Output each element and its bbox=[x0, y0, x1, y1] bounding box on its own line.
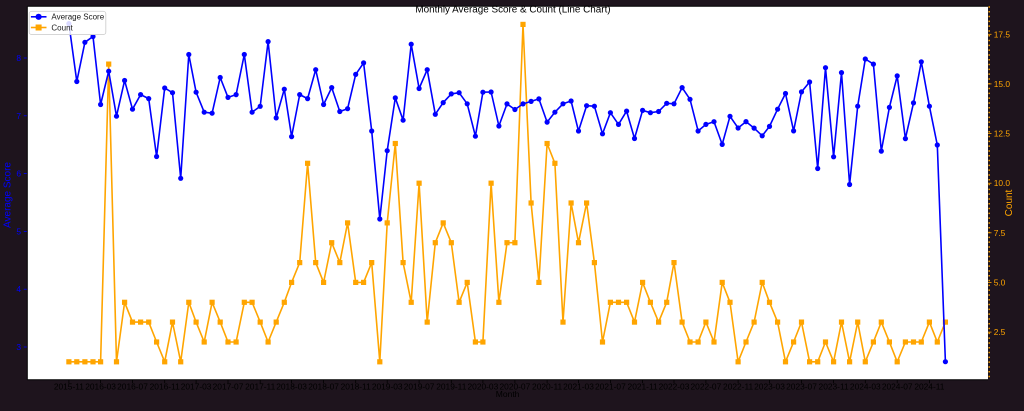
svg-text:2018-03: 2018-03 bbox=[276, 382, 307, 392]
svg-text:2019-07: 2019-07 bbox=[404, 382, 435, 392]
svg-text:2023-11: 2023-11 bbox=[819, 382, 849, 392]
svg-text:2021-07: 2021-07 bbox=[595, 382, 626, 392]
svg-text:12.5: 12.5 bbox=[994, 129, 1011, 139]
svg-text:2.5: 2.5 bbox=[994, 327, 1006, 337]
svg-text:8: 8 bbox=[16, 53, 21, 63]
svg-text:Monthly Average Score & Count: Monthly Average Score & Count (Line Char… bbox=[415, 5, 610, 16]
svg-text:5: 5 bbox=[16, 226, 21, 236]
svg-text:2016-11: 2016-11 bbox=[150, 382, 180, 392]
svg-text:2021-03: 2021-03 bbox=[563, 382, 594, 392]
svg-text:10.0: 10.0 bbox=[994, 178, 1011, 188]
svg-text:4: 4 bbox=[16, 284, 21, 294]
svg-text:2022-07: 2022-07 bbox=[691, 382, 722, 392]
svg-text:2018-07: 2018-07 bbox=[308, 382, 339, 392]
svg-text:2015-11: 2015-11 bbox=[54, 382, 84, 392]
svg-text:2024-11: 2024-11 bbox=[914, 382, 944, 392]
svg-text:7.5: 7.5 bbox=[994, 228, 1006, 238]
svg-text:2021-11: 2021-11 bbox=[628, 382, 658, 392]
svg-text:2023-07: 2023-07 bbox=[786, 382, 817, 392]
svg-text:2024-07: 2024-07 bbox=[882, 382, 913, 392]
svg-text:17.5: 17.5 bbox=[994, 29, 1011, 39]
svg-text:2016-07: 2016-07 bbox=[117, 382, 148, 392]
svg-text:2017-03: 2017-03 bbox=[181, 382, 212, 392]
svg-text:2019-11: 2019-11 bbox=[436, 382, 466, 392]
svg-text:2016-03: 2016-03 bbox=[85, 382, 116, 392]
svg-text:2022-03: 2022-03 bbox=[659, 382, 690, 392]
svg-text:15.0: 15.0 bbox=[994, 79, 1011, 89]
svg-text:2019-03: 2019-03 bbox=[372, 382, 403, 392]
svg-text:6: 6 bbox=[16, 169, 21, 179]
svg-text:3: 3 bbox=[16, 342, 21, 352]
svg-text:2017-11: 2017-11 bbox=[245, 382, 275, 392]
svg-text:7: 7 bbox=[16, 111, 21, 121]
svg-text:2018-11: 2018-11 bbox=[341, 382, 371, 392]
svg-text:Count: Count bbox=[51, 23, 73, 32]
svg-text:2017-07: 2017-07 bbox=[213, 382, 244, 392]
svg-text:2020-11: 2020-11 bbox=[532, 382, 562, 392]
svg-text:2024-03: 2024-03 bbox=[850, 382, 881, 392]
svg-text:5.0: 5.0 bbox=[994, 277, 1006, 287]
svg-text:2023-03: 2023-03 bbox=[754, 382, 785, 392]
svg-text:2020-07: 2020-07 bbox=[500, 382, 531, 392]
svg-text:2022-11: 2022-11 bbox=[723, 382, 753, 392]
svg-text:Month: Month bbox=[496, 389, 520, 399]
svg-text:Average Score: Average Score bbox=[3, 162, 14, 228]
svg-text:Count: Count bbox=[1004, 189, 1015, 216]
svg-text:Average Score: Average Score bbox=[51, 13, 104, 22]
svg-text:2020-03: 2020-03 bbox=[468, 382, 499, 392]
